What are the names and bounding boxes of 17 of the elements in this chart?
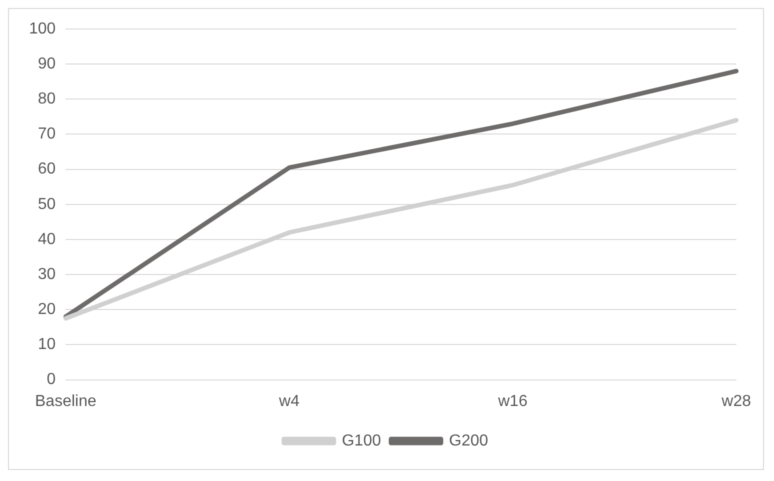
y-tick-label: 100	[28, 20, 56, 38]
y-tick-label: 10	[38, 336, 56, 354]
y-tick-label: 0	[46, 371, 56, 388]
x-tick-label: w4	[278, 392, 300, 410]
y-tick-label: 70	[38, 126, 56, 143]
legend-label: G200	[449, 432, 488, 450]
y-tick-label: 80	[38, 90, 56, 108]
y-tick-label: 40	[38, 230, 56, 248]
y-tick-label: 30	[38, 266, 56, 283]
legend-label: G100	[342, 432, 382, 450]
x-tick-label: w28	[720, 392, 752, 410]
y-tick-label: 50	[38, 196, 56, 213]
x-tick-label: w16	[497, 392, 528, 410]
y-tick-label: 90	[38, 55, 56, 72]
y-tick-label: 60	[38, 160, 56, 178]
y-tick-label: 20	[38, 301, 56, 318]
x-tick-label: Baseline	[35, 392, 96, 410]
